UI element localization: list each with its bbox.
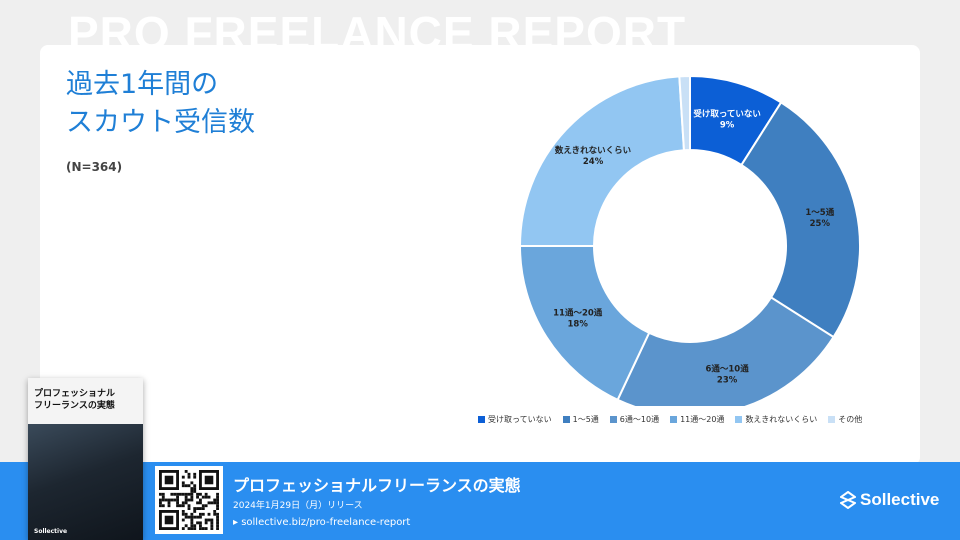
slice-label-value: 23% [717,376,738,386]
donut-slice-1 [740,101,861,339]
legend-label: 6通〜10通 [619,415,660,424]
sollective-logo-icon [840,491,856,509]
legend-swatch [609,416,617,423]
donut-slice-2 [616,296,835,406]
qr-code [155,466,223,534]
slice-label-value: 25% [810,219,831,229]
brand-logo: Sollective [840,490,939,510]
slice-label-value: 24% [583,157,604,167]
title-line-1: 過去1年間の [66,69,219,100]
sample-size: (N=364) [66,160,123,174]
legend-item: 受け取っていない [478,414,552,425]
legend-label: 数えきれないくらい [745,415,818,424]
slice-label-name: 11通〜20通 [553,307,603,318]
legend-swatch [562,416,570,423]
legend-swatch [735,416,743,423]
legend-label: 1〜5通 [572,415,599,424]
legend-item: 1〜5通 [562,414,599,425]
legend-label: 11通〜20通 [680,415,725,424]
footer-url-link[interactable]: ▸ sollective.biz/pro-freelance-report [233,517,411,528]
book-title-line-2: フリーランスの実態 [34,401,115,411]
qr-code-image [159,470,219,530]
footer-date: 2024年1月29日（月）リリース [233,501,363,511]
slice-label-name: 6通〜10通 [705,364,749,375]
legend-item: その他 [828,414,862,425]
book-brand: Sollective [34,528,68,535]
legend-item: 数えきれないくらい [735,414,817,425]
slice-label-name: 1〜5通 [805,207,834,218]
slice-label-name: 受け取っていない [693,108,761,119]
legend-swatch [478,416,485,423]
title-line-2: スカウト受信数 [66,107,255,138]
donut-slice-5 [678,74,691,152]
legend-item: 11通〜20通 [670,414,724,425]
legend-swatch [828,416,836,423]
book-title: プロフェッショナル フリーランスの実態 [34,388,115,412]
slice-label-value: 9% [720,120,735,130]
legend-swatch [670,416,678,423]
legend-label: 受け取っていない [488,415,552,424]
donut-slice-4 [518,75,686,247]
report-cover-thumbnail: プロフェッショナル フリーランスの実態 Sollective [28,378,143,540]
footer-title: プロフェッショナルフリーランスの実態 [233,476,521,495]
slice-label-name: 数えきれないくらい [555,145,631,156]
slice-label-value: 18% [568,319,589,329]
brand-name: Sollective [860,490,940,509]
page-title: 過去1年間の スカウト受信数 [66,66,255,142]
legend-item: 6通〜10通 [609,414,660,425]
chart-legend: 受け取っていない 1〜5通 6通〜10通 11通〜20通 数えきれないくらい その他 [478,414,862,425]
book-cover-photo [28,424,143,540]
legend-label: その他 [838,415,863,424]
book-title-line-1: プロフェッショナル [34,389,116,399]
